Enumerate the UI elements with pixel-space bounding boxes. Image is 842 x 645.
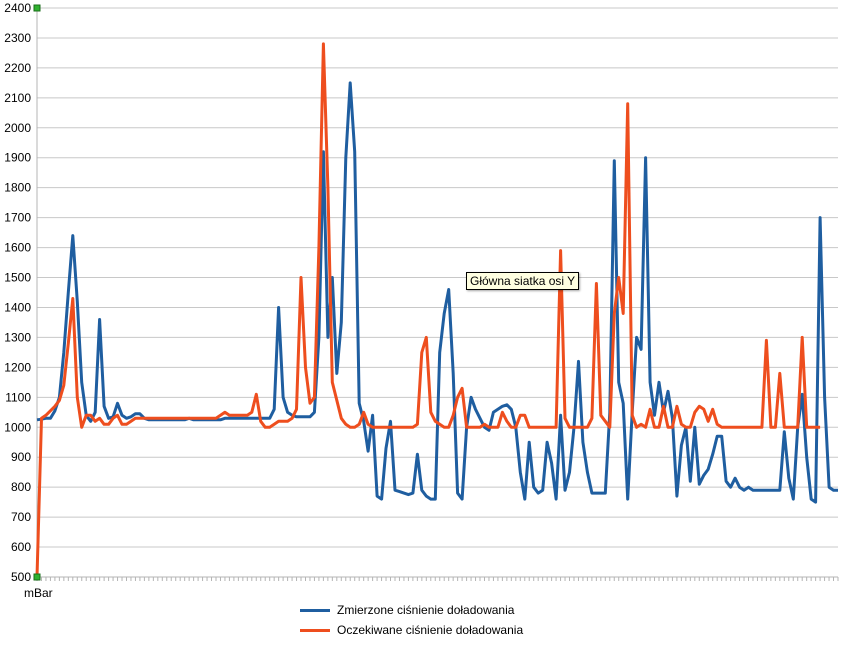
axis-handle-top[interactable] (33, 4, 41, 12)
y-tick-label: 1700 (4, 211, 31, 225)
y-tick-label: 2000 (4, 121, 31, 135)
y-tick-label: 1600 (4, 241, 31, 255)
selection-handles[interactable] (33, 4, 41, 581)
y-tick-label: 1200 (4, 360, 31, 374)
y-tick-label: 600 (11, 540, 31, 554)
y-tick-label: 900 (11, 450, 31, 464)
y-tick-label: 1000 (4, 420, 31, 434)
legend-swatch-measured (300, 608, 330, 612)
y-tick-label: 1800 (4, 181, 31, 195)
series-line-expected (35, 42, 821, 578)
y-tick-label: 700 (11, 510, 31, 524)
y-tick-label: 2300 (4, 31, 31, 45)
y-tick-label: 1100 (5, 390, 31, 404)
y-tick-label: 1400 (4, 300, 31, 314)
legend-item-measured: Zmierzone ciśnienie doładowania (300, 600, 523, 620)
legend-label-expected: Oczekiwane ciśnienie doładowania (337, 623, 524, 637)
x-tick-marks (36, 577, 839, 581)
axis-handle-bottom[interactable] (33, 573, 41, 581)
y-gridlines (37, 7, 838, 578)
series-lines (35, 42, 838, 578)
series-line-measured (36, 81, 838, 504)
gridline-tooltip: Główna siatka osi Y (466, 272, 580, 290)
y-tick-label: 800 (11, 480, 31, 494)
legend-item-expected: Oczekiwane ciśnienie doładowania (300, 620, 523, 640)
y-tick-label: 2200 (4, 61, 31, 75)
y-tick-label: 2400 (4, 1, 31, 15)
y-tick-label: 2100 (4, 91, 31, 105)
y-tick-label: 1500 (4, 271, 31, 285)
legend-label-measured: Zmierzone ciśnienie doładowania (337, 603, 515, 617)
x-axis-label: mBar (24, 586, 53, 600)
y-tick-labels: 500 600 700 800 900 1000 1100 1200 1300 1400 1500 1… (4, 1, 31, 584)
legend-swatch-expected (300, 628, 330, 632)
legend: Zmierzone ciśnienie doładowania Oczekiwa… (300, 600, 523, 640)
line-chart: 500 600 700 800 900 1000 1100 1200 1300 1400 1500 1… (4, 1, 839, 600)
y-tick-label: 1300 (4, 330, 31, 344)
axes (36, 8, 838, 578)
y-tick-label: 1900 (4, 151, 31, 165)
y-tick-label: 500 (11, 570, 31, 584)
